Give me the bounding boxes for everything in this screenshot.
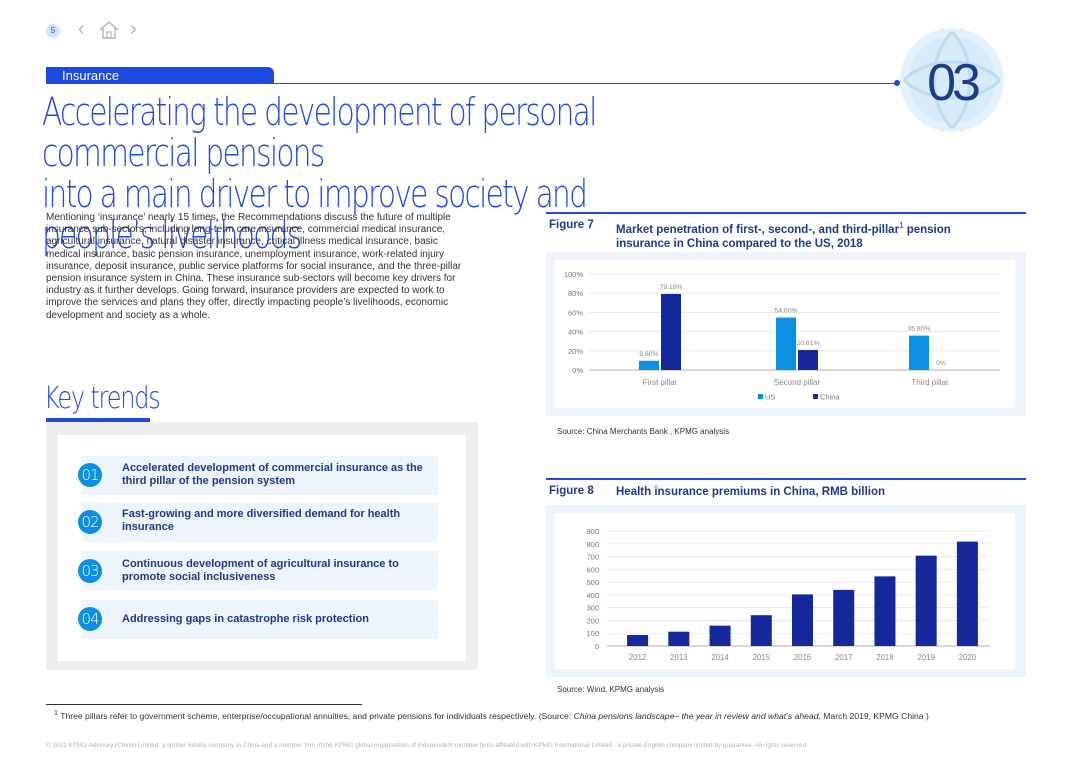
footnote: 1 Three pillars refer to government sche… [54, 709, 929, 721]
y-tick-label: 0% [572, 366, 583, 375]
y-tick-label: 800 [586, 540, 599, 549]
data-label: 20.81% [796, 340, 819, 347]
figure-8-chart: 0 100 200 300 400 500 600 700 800 900 2012 2013 2014… [586, 527, 990, 662]
key-trend-text: Accelerated development of commercial in… [122, 462, 423, 487]
page-title-line-1: Accelerating the development of personal… [42, 90, 597, 175]
y-tick-label: 100% [564, 270, 584, 279]
y-tick-label: 400 [586, 591, 599, 600]
x-tick-label: Second pillar [774, 378, 821, 387]
emblem-number: 03 [927, 54, 979, 112]
intro-paragraph: Mentioning ‘insurance’ nearly 15 times, … [46, 212, 462, 321]
bar-china [798, 350, 818, 370]
bar [792, 594, 813, 646]
copyright: © 2021 KPMG Advisory (China) Limited, a … [46, 742, 808, 749]
key-trend-item [82, 503, 438, 542]
bar [956, 541, 978, 646]
bar-us [776, 317, 796, 370]
x-tick-label: 2019 [917, 653, 934, 662]
x-tick-label: Third pillar [911, 378, 949, 387]
chevron-right-icon[interactable]: › [130, 18, 137, 40]
key-trend-number: 02 [78, 510, 102, 534]
figure-8-title: Health insurance premiums in China, RMB … [616, 486, 886, 498]
key-trends-underline [46, 418, 150, 422]
data-label: 35.80% [907, 326, 930, 333]
divider-dot [894, 80, 900, 86]
y-tick-label: 700 [586, 553, 599, 562]
figure-8-source: Source: Wind, KPMG analysis [557, 685, 665, 694]
bar [833, 589, 855, 646]
figure-7-title: Market penetration of first-, second-, a… [616, 221, 951, 250]
bar [709, 625, 731, 646]
key-trend-item [82, 600, 438, 639]
figure-7-tag: Figure 7 [549, 219, 594, 231]
bar [668, 631, 690, 646]
section-emblem: 03 [900, 28, 1004, 132]
y-tick-label: 900 [586, 527, 599, 536]
x-tick-label: 2014 [711, 653, 729, 662]
x-tick-label: 2012 [629, 653, 646, 662]
x-tick-label: 2020 [959, 653, 977, 662]
key-trend-text: Addressing gaps in catastrophe risk prot… [122, 613, 369, 625]
data-label: 79.19% [659, 284, 682, 291]
figure-7-rule [546, 212, 1026, 214]
legend-label: China [820, 393, 840, 402]
page-title-line-2: into a main driver to improve society an… [42, 172, 588, 257]
data-label: 54.60% [774, 308, 797, 315]
bar-us [909, 335, 929, 370]
y-tick-label: 80% [568, 289, 583, 298]
x-tick-label: 2018 [876, 653, 893, 662]
key-trend-item [82, 456, 438, 495]
key-trend-item [82, 551, 438, 590]
bar [750, 615, 772, 646]
key-trend-text: Continuous development of agricultural i… [122, 558, 399, 583]
x-tick-label: 2015 [753, 653, 771, 662]
y-tick-label: 100 [586, 629, 599, 638]
key-trends-heading: Key trends [44, 381, 161, 416]
bar [874, 576, 896, 646]
data-label: 0% [936, 360, 946, 367]
section-tab: Insurance [46, 67, 274, 84]
key-trend-number: 01 [78, 463, 102, 487]
figure-8-tag: Figure 8 [549, 485, 594, 497]
key-trend-number: 04 [78, 607, 102, 631]
legend-swatch [758, 394, 763, 399]
x-tick-label: First pillar [643, 378, 678, 387]
key-trend-number: 03 [78, 559, 102, 583]
bar [627, 635, 649, 646]
bar-china [661, 293, 681, 370]
x-tick-label: 2016 [794, 653, 811, 662]
bar-us [639, 360, 659, 370]
chevron-left-icon[interactable]: ‹ [78, 18, 85, 40]
section-divider [46, 83, 898, 84]
y-tick-label: 600 [586, 565, 599, 574]
legend-label: US [765, 393, 775, 402]
page-title: Accelerating the development of personal… [42, 92, 697, 256]
x-tick-label: 2013 [670, 653, 687, 662]
y-tick-label: 200 [586, 616, 599, 625]
home-icon[interactable] [98, 20, 120, 40]
y-tick-label: 40% [568, 328, 583, 337]
key-trend-text: Fast-growing and more diversified demand… [122, 508, 401, 533]
y-tick-label: 0 [595, 642, 599, 651]
data-label: 9.60% [639, 351, 658, 358]
bar [915, 555, 937, 646]
figure-7-source: Source: China Merchants Bank , KPMG anal… [557, 427, 730, 436]
y-tick-label: 20% [568, 347, 583, 356]
figure-8-rule [546, 478, 1026, 480]
y-tick-label: 60% [568, 308, 583, 317]
page-number: 5 [46, 24, 60, 38]
y-tick-label: 500 [586, 578, 599, 587]
figure-7-chart: 0% 20% 40% 60% 80% 100% 9.60% 79.19% First pilla… [564, 270, 1000, 402]
footnote-rule [46, 704, 362, 705]
legend-swatch [813, 394, 818, 399]
x-tick-label: 2017 [835, 653, 852, 662]
y-tick-label: 300 [586, 604, 599, 613]
